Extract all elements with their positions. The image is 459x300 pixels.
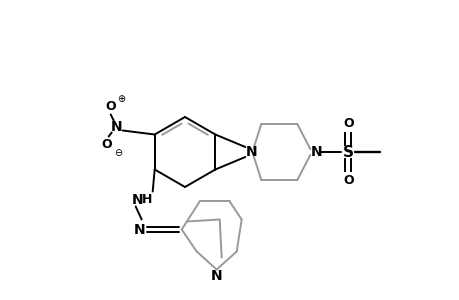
Text: S: S <box>342 145 353 160</box>
Text: N: N <box>134 223 145 236</box>
Text: O: O <box>105 100 116 113</box>
Text: ⊖: ⊖ <box>113 148 122 158</box>
Text: N: N <box>245 145 257 159</box>
Text: O: O <box>342 116 353 130</box>
Text: H: H <box>141 193 151 206</box>
Text: N: N <box>210 269 222 284</box>
Text: N: N <box>310 145 321 159</box>
Text: O: O <box>342 175 353 188</box>
Text: O: O <box>101 138 112 151</box>
Text: ⊕: ⊕ <box>117 94 124 103</box>
Text: N: N <box>111 119 122 134</box>
Text: N: N <box>132 193 143 206</box>
